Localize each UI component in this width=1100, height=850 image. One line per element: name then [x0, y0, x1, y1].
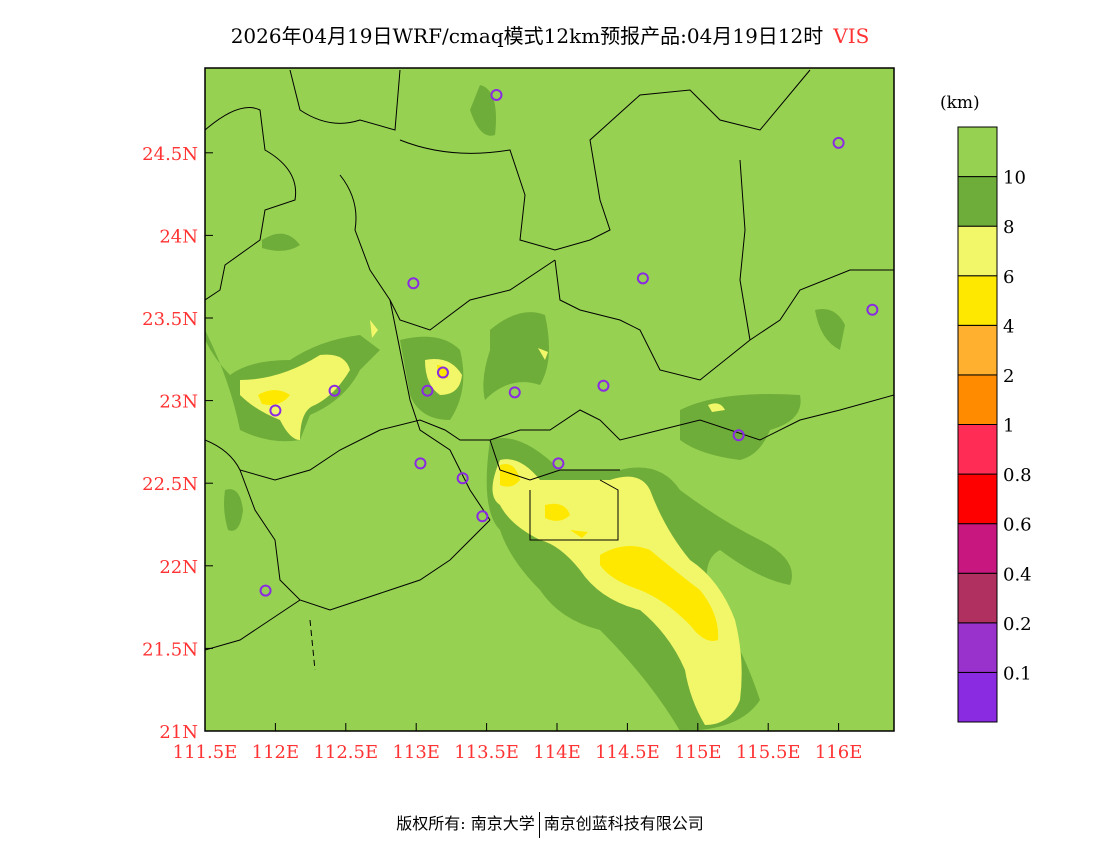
colorbar-swatch: [957, 324, 998, 376]
colorbar-label: 0.1: [1003, 663, 1032, 684]
colorbar-unit: (km): [940, 93, 980, 113]
x-tick-label: 112E: [252, 742, 300, 763]
station-marker: [436, 366, 449, 379]
colorbar-label: 6: [1003, 267, 1014, 288]
colorbar-swatch: [957, 572, 998, 624]
x-tick-label: 115E: [674, 742, 722, 763]
colorbar-label: 2: [1003, 366, 1014, 387]
station-marker: [636, 272, 649, 285]
x-tick-label: 112.5E: [313, 742, 378, 763]
station-marker: [456, 472, 469, 485]
colorbar-swatch: [957, 671, 998, 723]
colorbar-label: 0.8: [1003, 465, 1032, 486]
station-marker: [490, 88, 503, 101]
colorbar-swatch: [957, 424, 998, 475]
x-tick-label: 114.5E: [595, 742, 660, 763]
y-axis: 21N 21.5N 22N 22.5N 23N 23.5N 24N 24.5N: [142, 144, 213, 743]
colorbar-swatch: [957, 523, 998, 574]
y-tick-label: 23N: [159, 392, 198, 413]
colorbar-swatch: [957, 176, 998, 227]
colorbar-label: 0.6: [1003, 515, 1032, 536]
station-marker: [476, 510, 489, 523]
chart-title: 2026年04月19日WRF/cmaq模式12km预报产品:04月19日12时 V…: [0, 20, 1100, 49]
y-tick-label: 22.5N: [142, 474, 198, 495]
station-marker: [832, 136, 845, 149]
station-marker: [421, 384, 434, 397]
copyright-left: 版权所有: 南京大学: [396, 814, 535, 833]
x-axis: 111.5E 112E 112.5E 113E 113.5E 114E 114.5E 115E…: [173, 723, 863, 763]
colorbar-swatch: [957, 275, 998, 326]
colorbar-swatch: [957, 473, 998, 525]
y-tick-label: 21N: [159, 722, 198, 743]
station-marker: [407, 277, 420, 290]
x-tick-label: 114E: [533, 742, 581, 763]
x-tick-label: 115.5E: [736, 742, 801, 763]
colorbar-swatch: [957, 126, 998, 178]
variable-label: VIS: [833, 24, 870, 48]
station-marker: [269, 404, 282, 417]
x-tick-label: 113E: [392, 742, 440, 763]
y-tick-label: 21.5N: [142, 639, 198, 660]
colorbar-swatch: [957, 374, 998, 425]
map-frame: [204, 67, 895, 732]
colorbar-label: 0.2: [1003, 614, 1032, 635]
colorbar-label: 0.4: [1003, 564, 1032, 585]
y-tick-label: 23.5N: [142, 309, 198, 330]
station-marker: [508, 386, 521, 399]
station-marker: [328, 384, 341, 397]
station-marker: [597, 379, 610, 392]
title-text: 2026年04月19日WRF/cmaq模式12km预报产品:04月19日12时: [230, 24, 824, 48]
station-marker: [414, 457, 427, 470]
admin-boundaries: [205, 69, 894, 671]
colorbar-label: 4: [1003, 316, 1014, 337]
station-marker: [732, 429, 745, 442]
colorbar-swatch: [957, 622, 998, 673]
x-tick-label: 113.5E: [454, 742, 519, 763]
map-area: [205, 68, 894, 731]
station-marker: [866, 303, 879, 316]
colorbar: 0.1 0.2 0.4 0.6 0.8 1 2 4 6 8 10: [957, 126, 1032, 723]
y-tick-label: 22N: [159, 557, 198, 578]
footer-separator: [538, 811, 540, 838]
y-tick-label: 24.5N: [142, 144, 198, 165]
colorbar-label: 10: [1003, 168, 1026, 189]
x-tick-label: 116E: [815, 742, 863, 763]
colorbar-swatch: [957, 225, 998, 277]
colorbar-label: 8: [1003, 217, 1014, 238]
station-marker: [259, 584, 272, 597]
station-markers: [259, 88, 879, 597]
x-tick-label: 111.5E: [173, 742, 238, 763]
colorbar-label: 1: [1003, 416, 1014, 437]
contour-4-6: [258, 365, 719, 641]
copyright-right: 南京创蓝科技有限公司: [543, 814, 704, 833]
y-tick-label: 24N: [159, 226, 198, 247]
station-marker: [552, 457, 565, 470]
footer: 版权所有: 南京大学 南京创蓝科技有限公司: [0, 810, 1100, 838]
